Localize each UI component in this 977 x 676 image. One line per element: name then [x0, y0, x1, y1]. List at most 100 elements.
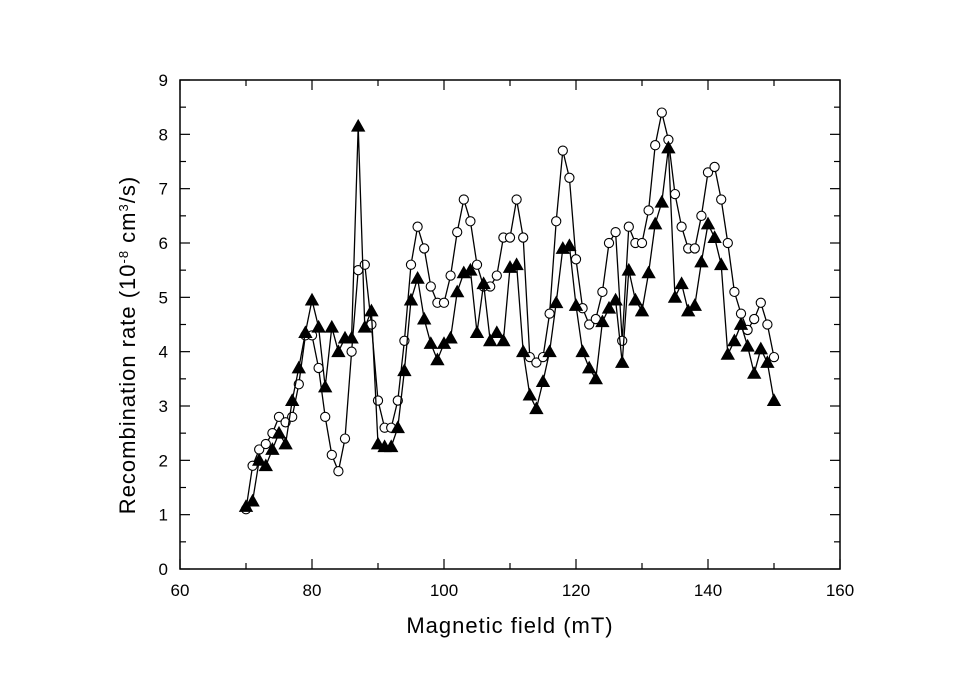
data-point-circle	[755, 297, 766, 308]
series-line	[245, 126, 775, 508]
data-point-circle	[339, 433, 351, 444]
data-point-circle	[716, 194, 727, 205]
x-tick-label: 60	[171, 581, 190, 600]
data-point-triangle	[766, 393, 782, 406]
data-point-triangle	[245, 493, 260, 507]
data-point-triangle	[667, 290, 683, 303]
data-point-circle	[260, 438, 271, 450]
data-point-circle	[762, 319, 773, 330]
data-point-triangle	[357, 319, 372, 333]
data-point-triangle	[694, 254, 709, 268]
data-point-triangle	[760, 355, 775, 368]
data-point-triangle	[628, 292, 643, 306]
data-point-circle	[359, 259, 370, 270]
y-tick-label: 0	[159, 560, 168, 579]
data-point-triangle	[529, 401, 544, 415]
data-point-triangle	[562, 238, 577, 252]
data-point-triangle	[549, 295, 564, 309]
data-point-triangle	[271, 425, 287, 439]
data-point-triangle	[430, 352, 445, 366]
data-point-circle	[643, 205, 654, 216]
data-point-circle	[518, 232, 529, 243]
series-open-circles	[240, 107, 780, 515]
series-filled-triangles	[238, 118, 782, 512]
data-point-triangle	[648, 216, 663, 230]
data-point-circle	[531, 357, 542, 368]
data-point-triangle	[588, 371, 603, 385]
data-point-circle	[597, 286, 608, 298]
data-point-circle	[465, 216, 476, 227]
data-point-triangle	[417, 311, 432, 325]
data-point-triangle	[390, 420, 405, 434]
x-axis-title: Magnetic field (mT)	[406, 613, 613, 638]
y-axis-title: Recombination rate (10-8 cm3/s)	[115, 176, 140, 514]
data-point-circle	[702, 167, 714, 178]
data-point-circle	[544, 308, 555, 319]
data-point-circle	[405, 259, 417, 270]
data-point-circle	[610, 226, 621, 238]
y-axis-ticks: 0 1 2 3 4 5 6 7 8 9	[159, 71, 840, 579]
x-tick-label: 100	[430, 581, 458, 600]
data-point-circle	[564, 172, 575, 183]
y-tick-label: 6	[159, 234, 168, 253]
y-axis-title-exponent: -8	[116, 250, 131, 264]
data-point-circle	[452, 226, 463, 238]
y-axis-title-suffix: /s)	[115, 176, 140, 203]
y-tick-label: 7	[159, 180, 168, 199]
data-point-circle	[504, 232, 516, 243]
data-point-triangle	[318, 379, 333, 393]
data-point-circle	[445, 270, 456, 281]
data-point-triangle	[331, 344, 346, 358]
data-point-triangle	[509, 257, 524, 271]
data-point-triangle	[601, 300, 617, 314]
data-point-circle	[372, 395, 384, 406]
data-point-triangle	[522, 387, 537, 401]
data-point-triangle	[654, 194, 669, 208]
data-point-circle	[491, 270, 502, 281]
data-point-triangle	[700, 216, 716, 230]
data-point-triangle	[608, 292, 623, 306]
data-point-triangle	[740, 338, 755, 352]
data-point-triangle	[469, 325, 485, 339]
data-point-triangle	[476, 276, 491, 290]
y-tick-label: 5	[159, 288, 168, 307]
data-point-circle	[603, 237, 615, 249]
data-point-triangle	[687, 298, 702, 311]
data-point-triangle	[304, 292, 320, 306]
data-point-triangle	[278, 436, 293, 450]
series-line	[245, 112, 775, 510]
data-point-triangle	[483, 333, 498, 347]
data-point-circle	[425, 281, 436, 292]
data-point-triangle	[615, 355, 630, 368]
data-point-circle	[689, 243, 700, 254]
data-point-circle	[636, 237, 648, 249]
data-point-triangle	[516, 344, 531, 358]
data-point-triangle	[324, 319, 339, 333]
data-point-triangle	[747, 366, 762, 379]
data-point-circle	[623, 221, 634, 232]
data-point-triangle	[634, 303, 650, 317]
data-point-circle	[320, 411, 331, 423]
data-point-triangle	[496, 333, 511, 347]
data-point-circle	[458, 194, 469, 205]
data-point-triangle	[397, 363, 412, 377]
data-point-circle	[313, 362, 324, 374]
data-point-triangle	[384, 439, 399, 453]
y-axis-title-unit: cm	[115, 211, 140, 249]
y-axis-title-unit-exponent: 3	[116, 203, 131, 211]
data-point-circle	[669, 188, 681, 200]
data-point-triangle	[674, 276, 689, 290]
data-point-circle	[346, 346, 357, 357]
data-point-triangle	[364, 303, 379, 317]
data-point-circle	[709, 161, 720, 173]
y-tick-label: 9	[159, 71, 168, 90]
data-point-triangle	[489, 325, 504, 339]
data-point-triangle	[463, 262, 478, 276]
data-point-circle	[471, 259, 483, 270]
y-tick-label: 4	[159, 343, 168, 362]
data-point-circle	[584, 319, 595, 330]
data-point-triangle	[707, 230, 722, 243]
data-point-triangle	[535, 374, 551, 387]
data-point-circle	[511, 194, 522, 205]
data-point-circle	[676, 221, 687, 232]
